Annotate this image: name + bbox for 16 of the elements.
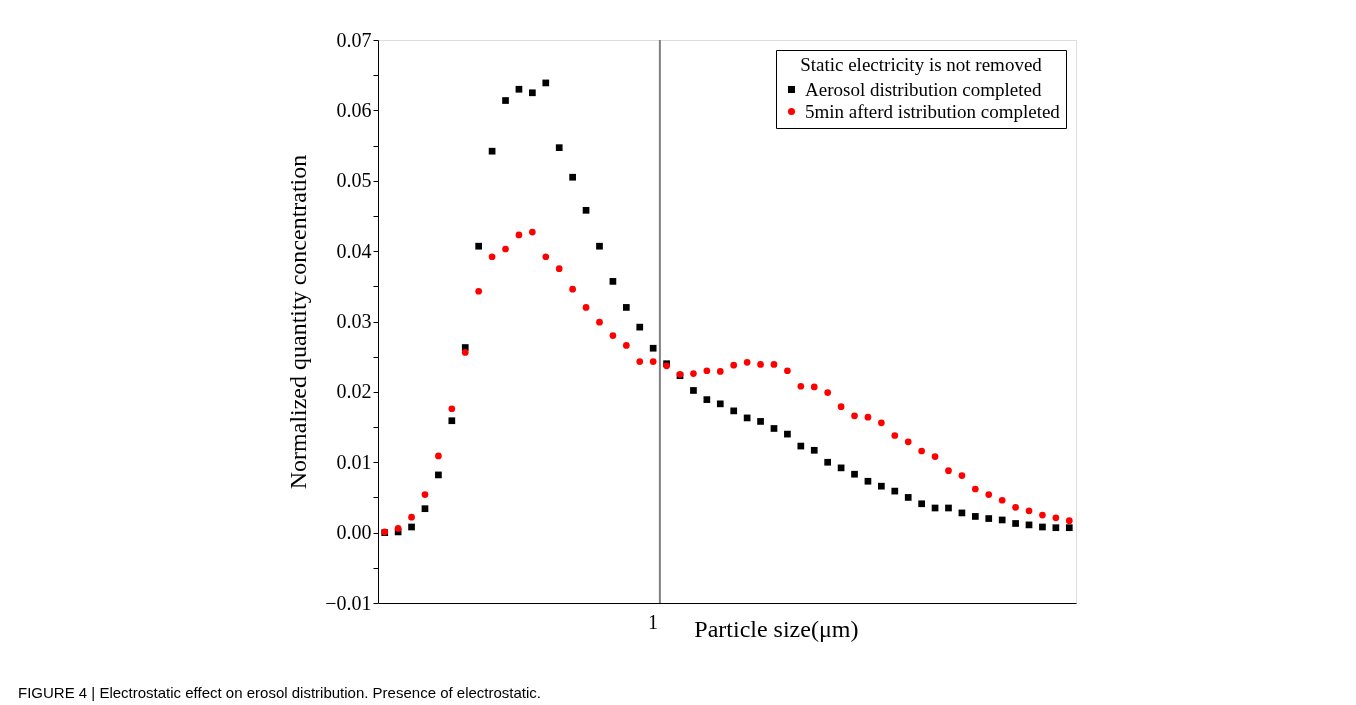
y-tick-label: 0.04 [336, 239, 372, 262]
y-tick-label: 0.03 [336, 310, 372, 332]
y-tick-label: −0.01 [325, 591, 372, 614]
x-axis-title: Particle size(μm) [694, 615, 859, 642]
y-tick-label: 0.05 [336, 169, 372, 192]
y-tick-label: 0.02 [336, 380, 372, 403]
y-tick-label: 0.06 [336, 98, 372, 121]
legend-title: Static electricity is not removed [800, 54, 1043, 75]
legend-label: 5min afterd istribution completed [805, 100, 1061, 122]
y-tick-label: 0.01 [336, 450, 372, 473]
caption: FIGURE 4 | Electrostatic effect on erosol distribution. Presence of electrostatic. [18, 684, 542, 701]
y-tick-label: 0.07 [336, 28, 372, 51]
text: 1 [647, 611, 658, 633]
y-axis-title: Normalized quantity concentration [285, 154, 312, 490]
y-tick-label: 0.00 [336, 521, 372, 544]
legend-label: Aerosol distribution completed [805, 78, 1042, 100]
